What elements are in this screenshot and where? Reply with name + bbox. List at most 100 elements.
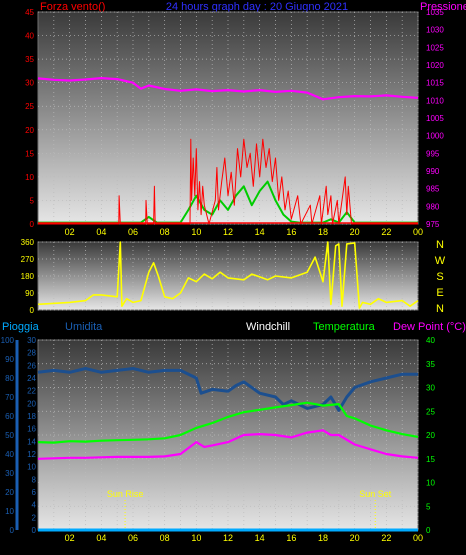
temp-y-tick: 25: [426, 407, 435, 416]
pressure-y-tick: 990: [426, 167, 440, 176]
rain-y-tick: 16: [27, 425, 36, 434]
temp-y-tick: 40: [426, 336, 435, 345]
x-tick-label: 12: [223, 533, 233, 543]
x-tick-label: 18: [318, 533, 328, 543]
temp-y-tick: 10: [426, 479, 435, 488]
wind-y-tick: 20: [25, 126, 34, 135]
rain-y-tick: 28: [27, 349, 36, 358]
compass-letter: S: [436, 271, 443, 283]
temp-y-tick: 20: [426, 431, 435, 440]
humidity-y-tick: 60: [5, 412, 14, 421]
rain-y-tick: 8: [32, 475, 37, 484]
sun-marker-label: Sun Set: [359, 489, 392, 499]
temp-y-tick: 15: [426, 455, 435, 464]
pressure-y-tick: 1020: [426, 61, 444, 70]
x-tick-label: 06: [128, 227, 138, 237]
humidity-y-tick: 100: [1, 336, 15, 345]
compass-letter: N: [436, 303, 444, 315]
pressure-y-tick: 1035: [426, 8, 444, 17]
dewpoint-line: [37, 429, 419, 460]
wind-axis-title: Forza vento(): [40, 1, 105, 13]
rain-y-tick: 14: [27, 437, 36, 446]
compass-letter: N: [436, 239, 444, 251]
sun-marker-label: Sun Rise: [107, 489, 144, 499]
direction-y-tick: 360: [21, 238, 35, 247]
pressure-y-tick: 980: [426, 202, 440, 211]
direction-y-tick: 90: [25, 289, 34, 298]
pressure-y-tick: 1015: [426, 79, 444, 88]
x-tick-label: 08: [160, 227, 170, 237]
x-tick-label: 10: [191, 227, 201, 237]
wind-y-tick: 25: [25, 102, 34, 111]
wind-y-tick: 10: [25, 173, 34, 182]
humidity-axis-title: Umidita: [65, 321, 103, 333]
x-tick-label: 06: [128, 533, 138, 543]
direction-y-tick: 180: [21, 272, 35, 281]
x-tick-label: 00: [413, 533, 423, 543]
humidity-y-tick: 50: [5, 431, 14, 440]
rain-y-tick: 24: [27, 374, 36, 383]
pressure-line: [37, 77, 419, 101]
wind-y-tick: 30: [25, 79, 34, 88]
rain-y-tick: 6: [32, 488, 37, 497]
x-tick-label: 20: [350, 533, 360, 543]
wind-avg-line: [38, 180, 418, 224]
pressure-y-tick: 995: [426, 149, 440, 158]
x-tick-label: 00: [413, 227, 423, 237]
pressure-y-tick: 1025: [426, 43, 444, 52]
direction-y-tick: 270: [21, 255, 35, 264]
temperature-line: [37, 401, 419, 444]
x-tick-label: 20: [350, 227, 360, 237]
x-tick-label: 04: [96, 533, 106, 543]
rain-y-tick: 10: [27, 463, 36, 472]
pressure-y-tick: 1030: [426, 26, 444, 35]
pressure-y-tick: 1005: [426, 114, 444, 123]
humidity-y-tick: 0: [10, 526, 15, 535]
wind-y-tick: 45: [25, 8, 34, 17]
x-tick-label: 02: [65, 533, 75, 543]
compass-letter: W: [435, 255, 446, 267]
rain-y-tick: 26: [27, 361, 36, 370]
series-layer: [37, 77, 419, 532]
annotations-layer: Sun Rise Sun Set: [107, 489, 392, 530]
pressure-y-tick: 1000: [426, 132, 444, 141]
humidity-y-tick: 90: [5, 355, 14, 364]
wind-y-tick: 5: [30, 196, 35, 205]
wind-y-tick: 40: [25, 32, 34, 41]
x-tick-label: 08: [160, 533, 170, 543]
x-tick-label: 14: [255, 533, 265, 543]
humidity-y-tick: 40: [5, 450, 14, 459]
wind-y-tick: 0: [30, 220, 35, 229]
dewpoint-label: Dew Point (°C): [393, 321, 466, 333]
x-tick-label: 10: [191, 533, 201, 543]
x-tick-label: 12: [223, 227, 233, 237]
rain-y-tick: 20: [27, 399, 36, 408]
humidity-y-tick: 80: [5, 374, 14, 383]
x-tick-label: 22: [381, 227, 391, 237]
compass-letter: E: [436, 287, 443, 299]
x-tick-label: 22: [381, 533, 391, 543]
temperature-label: Temperatura: [313, 321, 376, 333]
x-tick-label: 02: [65, 227, 75, 237]
chart-title: 24 hours graph day : 20 Giugno 2021: [166, 1, 348, 13]
pressure-y-tick: 975: [426, 220, 440, 229]
temp-y-tick: 5: [426, 502, 431, 511]
pressure-y-tick: 985: [426, 185, 440, 194]
rain-y-tick: 22: [27, 387, 36, 396]
wind-y-tick: 15: [25, 149, 34, 158]
humidity-y-tick: 70: [5, 393, 14, 402]
x-tick-label: 16: [286, 227, 296, 237]
humidity-y-tick: 10: [5, 507, 14, 516]
pressure-y-tick: 1010: [426, 96, 444, 105]
humidity-y-tick: 30: [5, 469, 14, 478]
x-tick-label: 16: [286, 533, 296, 543]
humidity-y-tick: 20: [5, 488, 14, 497]
direction-y-tick: 0: [30, 306, 35, 315]
humidity-line: [37, 367, 418, 412]
temp-y-tick: 0: [426, 526, 431, 535]
windchill-label: Windchill: [246, 321, 290, 333]
x-tick-label: 14: [255, 227, 265, 237]
